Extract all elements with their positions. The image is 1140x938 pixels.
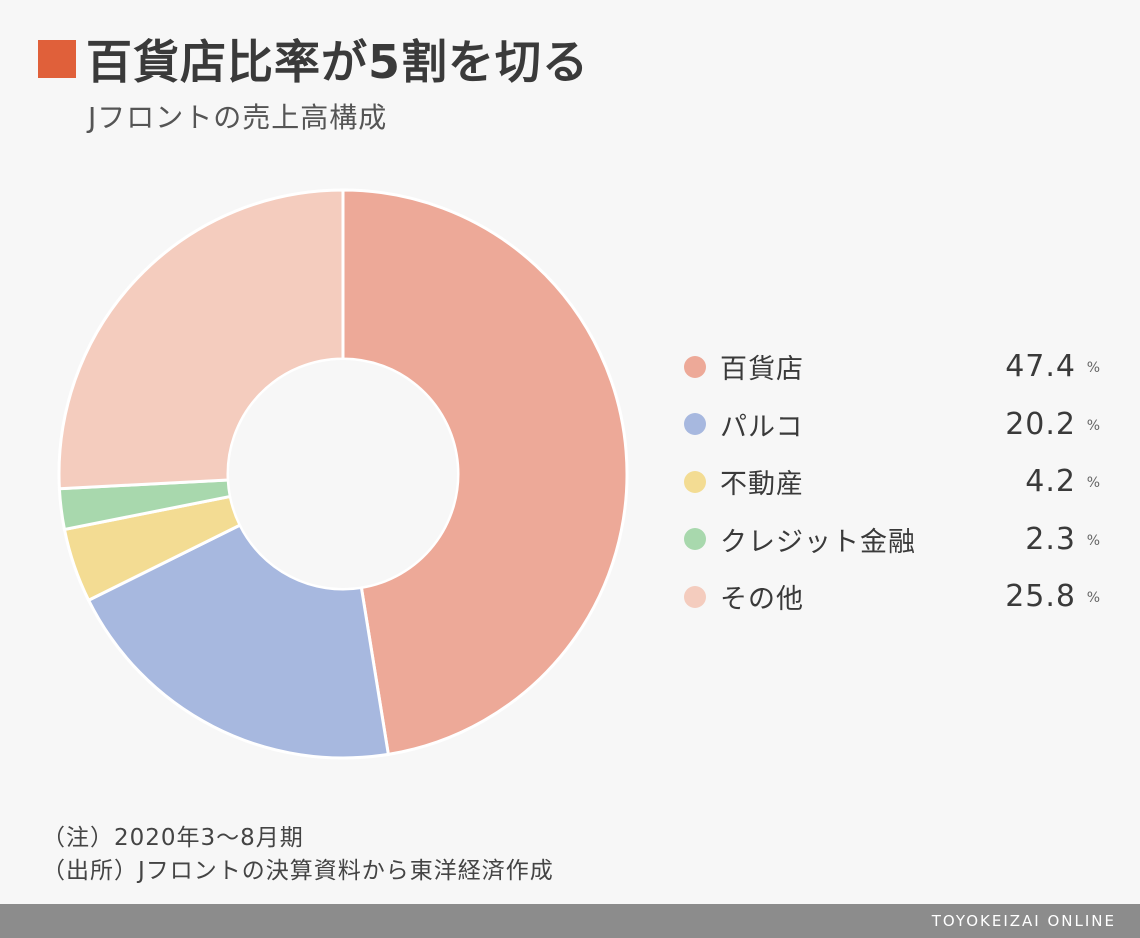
legend-value: 47.4 [1005,349,1076,385]
legend-item: クレジット金融 2.3 % [684,511,1104,569]
legend-unit: % [1086,590,1100,606]
chart-title: 百貨店比率が5割を切る [86,35,590,89]
legend-swatch [684,585,706,608]
donut-slice-1 [341,188,629,757]
legend-value: 2.3 [1025,521,1076,557]
legend: 百貨店 47.4 % パルコ 20.2 % 不動産 4.2 % クレジット金融 … [684,338,1104,626]
legend-item: 不動産 4.2 % [684,453,1104,511]
source-note: （出所）Jフロントの決算資料から東洋経済作成 [42,858,554,884]
legend-swatch [684,413,706,436]
notes: （注）2020年3～8月期 （出所）Jフロントの決算資料から東洋経済作成 [42,822,554,888]
legend-value: 20.2 [1005,406,1076,442]
legend-unit: % [1086,532,1100,549]
legend-value: 25.8 [1005,579,1076,615]
legend-swatch [684,470,706,493]
legend-unit: % [1086,475,1100,491]
donut-chart [57,188,629,760]
donut-slice-2 [86,523,391,760]
brand-label: TOYOKEIZAI ONLINE [931,912,1116,930]
legend-value: 4.2 [1025,464,1076,500]
legend-label: クレジット金融 [720,526,916,558]
legend-label: 百貨店 [720,354,804,386]
legend-item: 百貨店 47.4 % [684,338,1104,396]
legend-swatch [684,355,706,378]
chart-title-block: 百貨店比率が5割を切る [38,26,589,92]
legend-unit: % [1086,417,1100,434]
legend-swatch [684,528,706,551]
legend-item: パルコ 20.2 % [684,396,1104,454]
title-marker [38,40,76,78]
legend-label: その他 [720,584,804,616]
legend-unit: % [1086,360,1100,376]
donut-hole [229,360,457,588]
footnote: （注）2020年3～8月期 [42,825,304,851]
legend-label: 不動産 [720,469,804,501]
chart-subtitle: Jフロントの売上高構成 [88,101,388,134]
footer-bar: TOYOKEIZAI ONLINE [0,904,1140,938]
legend-label: パルコ [720,411,804,443]
legend-item: その他 25.8 % [684,568,1104,626]
donut-slice-5 [57,188,345,491]
